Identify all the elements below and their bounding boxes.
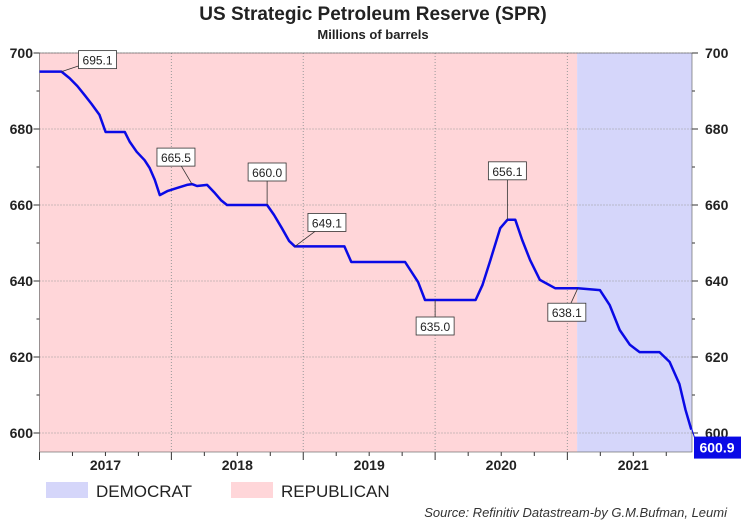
y-tick-label-right: 680 [705, 121, 729, 137]
shading-republican [39, 53, 578, 452]
annotation-box [307, 213, 347, 232]
y-tick-label-right: 640 [705, 273, 729, 289]
y-tick-label-left: 700 [10, 45, 34, 61]
annotation-label: 635.0 [420, 320, 450, 334]
annotation-box [415, 316, 455, 336]
y-tick-label-right: 660 [705, 197, 729, 213]
x-tick-label: 2020 [486, 457, 517, 473]
shading-democrat [577, 53, 692, 452]
plot-frame [39, 52, 693, 453]
legend-swatch-democrat [46, 482, 88, 498]
y-tick-label-right: 620 [705, 349, 729, 365]
annotation-box [247, 162, 287, 182]
y-tick-label-left: 660 [10, 197, 34, 213]
y-tick-label-right: 700 [705, 45, 729, 61]
series-line [39, 70, 693, 430]
legend-label-republican: REPUBLICAN [281, 482, 390, 501]
annotation-box [547, 302, 587, 322]
annotation-label: 660.0 [252, 166, 282, 180]
chart-subtitle: Millions of barrels [317, 27, 428, 42]
y-tick-label-left: 640 [10, 273, 34, 289]
chart-title: US Strategic Petroleum Reserve (SPR) [199, 4, 546, 25]
x-tick-label: 2019 [354, 457, 385, 473]
annotation-box [78, 50, 117, 70]
y-tick-label-left: 680 [10, 121, 34, 137]
annotation-box [156, 147, 196, 167]
last-value-label: 600.9 [699, 440, 734, 456]
y-tick-label-left: 620 [10, 349, 34, 365]
x-tick-label: 2017 [90, 457, 121, 473]
annotation-label: 665.5 [161, 151, 191, 165]
annotation-label: 656.1 [492, 165, 522, 179]
y-tick-label-left: 600 [10, 425, 34, 441]
annotation-box [487, 161, 527, 181]
annotation-label: 695.1 [83, 54, 113, 68]
legend-label-democrat: DEMOCRAT [96, 482, 192, 501]
annotation-label: 638.1 [552, 306, 582, 320]
x-tick-label: 2021 [618, 457, 649, 473]
annotation-label: 649.1 [312, 216, 342, 230]
x-tick-label: 2018 [222, 457, 253, 473]
legend-swatch-republican [231, 482, 273, 498]
last-value-badge [694, 436, 741, 459]
source-note: Source: Refinitiv Datastream-by G.M.Bufm… [424, 505, 728, 520]
